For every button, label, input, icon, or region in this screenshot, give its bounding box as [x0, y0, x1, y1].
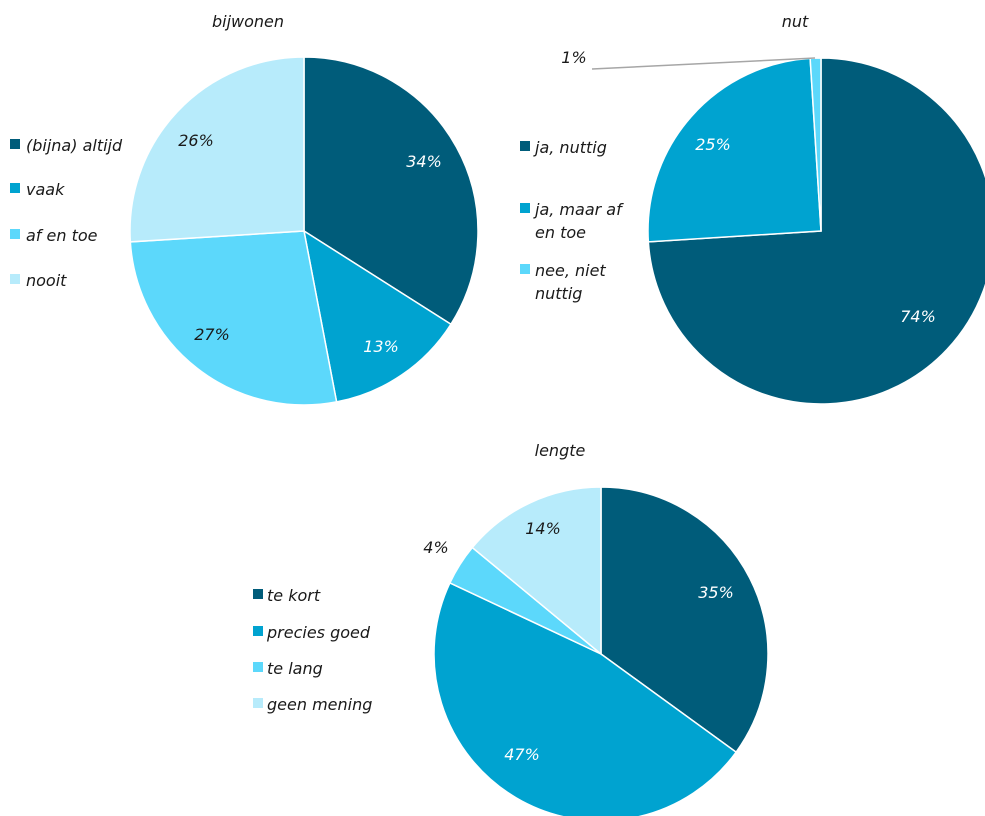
legend-label: ja, maar af en toe [533, 200, 627, 242]
legend-swatch [10, 229, 20, 239]
chart-title: nut [782, 12, 809, 31]
pie-slice [600, 486, 769, 754]
legend: te kort precies goed te lang geen mening [253, 586, 372, 714]
legend-item: nooit [10, 271, 67, 290]
data-label: 13% [363, 337, 399, 356]
legend-item: ja, maar af en toe [520, 200, 627, 242]
legend-item: ja, nuttig [520, 138, 607, 157]
legend-item: geen mening [253, 695, 372, 714]
legend-swatch [10, 274, 20, 284]
pie-slice [129, 230, 338, 406]
legend-item: te kort [253, 586, 321, 605]
pie-slice [129, 56, 305, 243]
legend-label: te kort [267, 586, 321, 605]
pie-slice [302, 229, 452, 403]
legend-label: (bijna) altijd [26, 136, 123, 155]
legend-swatch [520, 141, 530, 151]
legend-swatch [520, 203, 530, 213]
data-label: 26% [178, 131, 214, 150]
legend-swatch [253, 698, 263, 708]
pie-slice [647, 57, 822, 243]
data-label: 25% [695, 135, 731, 154]
legend-item: (bijna) altijd [10, 136, 123, 155]
pie-slice [647, 57, 985, 405]
chart-title: bijwonen [212, 12, 284, 31]
data-label: 47% [504, 745, 540, 764]
legend-label: te lang [267, 659, 323, 678]
legend-label: vaak [26, 180, 65, 199]
legend-swatch [10, 183, 20, 193]
data-label: 35% [698, 583, 734, 602]
legend-label: nee, niet nuttig [535, 261, 611, 303]
pie-slice [303, 56, 479, 326]
data-label: 4% [423, 538, 448, 557]
legend-label: geen mening [267, 695, 372, 714]
legend-swatch [520, 264, 530, 274]
legend-label: ja, nuttig [533, 138, 607, 157]
legend: (bijna) altijd vaak af en toe nooit [10, 136, 123, 290]
legend-item: te lang [253, 659, 323, 678]
legend-swatch [10, 139, 20, 149]
chart-title: lengte [535, 441, 586, 460]
pie-chart-nut: nut 74% 25% 1% ja, nuttig ja, maar af en t… [520, 12, 985, 405]
legend-item: vaak [10, 180, 65, 199]
leader-line [591, 57, 816, 70]
data-label: 74% [900, 307, 936, 326]
legend-swatch [253, 589, 263, 599]
data-label: 27% [194, 325, 230, 344]
legend-item: precies goed [253, 623, 371, 642]
legend-swatch [253, 626, 263, 636]
legend-item: nee, niet nuttig [520, 261, 611, 303]
data-label: 34% [406, 152, 442, 171]
data-label: 14% [525, 519, 561, 538]
legend-label: nooit [26, 271, 67, 290]
legend-label: precies goed [266, 623, 371, 642]
data-label: 1% [561, 48, 586, 67]
legend-swatch [253, 662, 263, 672]
pie-slice [471, 486, 602, 656]
pie-chart-lengte: lengte 35% 47% 4% 14% te kort precies goed … [253, 441, 769, 816]
pie-slice [433, 581, 738, 816]
legend: ja, nuttig ja, maar af en toe nee, niet … [520, 138, 627, 303]
legend-label: af en toe [26, 226, 98, 245]
pie-chart-bijwonen: bijwonen 34% 13% 27% 26% (bijna) altijd vaa… [10, 12, 479, 406]
legend-item: af en toe [10, 226, 98, 245]
